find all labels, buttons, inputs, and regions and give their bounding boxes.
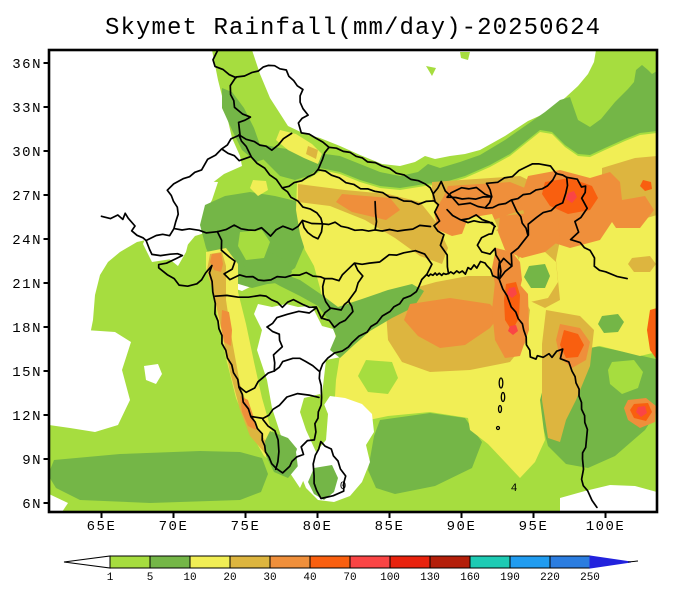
svg-text:90E: 90E — [447, 519, 477, 535]
svg-text:65E: 65E — [87, 519, 117, 535]
svg-text:21N: 21N — [12, 277, 42, 293]
svg-text:130: 130 — [420, 572, 440, 584]
svg-text:220: 220 — [540, 572, 560, 584]
svg-text:27N: 27N — [12, 189, 42, 205]
svg-text:9N: 9N — [22, 453, 42, 469]
svg-text:1: 1 — [107, 572, 114, 584]
svg-text:80E: 80E — [303, 519, 333, 535]
svg-text:100E: 100E — [586, 519, 626, 535]
svg-text:24N: 24N — [12, 233, 42, 249]
svg-text:Skymet Rainfall(mm/day)-202506: Skymet Rainfall(mm/day)-20250624 — [105, 15, 600, 42]
svg-text:85E: 85E — [375, 519, 405, 535]
svg-text:95E: 95E — [519, 519, 549, 535]
svg-text:12N: 12N — [12, 409, 42, 425]
svg-text:190: 190 — [500, 572, 520, 584]
svg-text:10: 10 — [183, 572, 196, 584]
svg-text:75E: 75E — [231, 519, 261, 535]
svg-text:100: 100 — [380, 572, 400, 584]
svg-text:40: 40 — [303, 572, 316, 584]
svg-text:15N: 15N — [12, 365, 42, 381]
svg-text:36N: 36N — [12, 57, 42, 73]
svg-text:30: 30 — [263, 572, 276, 584]
svg-text:0: 0 — [340, 481, 347, 493]
svg-text:160: 160 — [460, 572, 480, 584]
svg-text:5: 5 — [147, 572, 154, 584]
svg-text:20: 20 — [223, 572, 236, 584]
svg-text:250: 250 — [580, 572, 600, 584]
svg-text:6N: 6N — [22, 497, 42, 513]
svg-text:70E: 70E — [159, 519, 189, 535]
svg-text:18N: 18N — [12, 321, 42, 337]
svg-text:70: 70 — [343, 572, 356, 584]
svg-text:33N: 33N — [12, 101, 42, 117]
svg-text:30N: 30N — [12, 145, 42, 161]
svg-text:4: 4 — [511, 483, 518, 495]
